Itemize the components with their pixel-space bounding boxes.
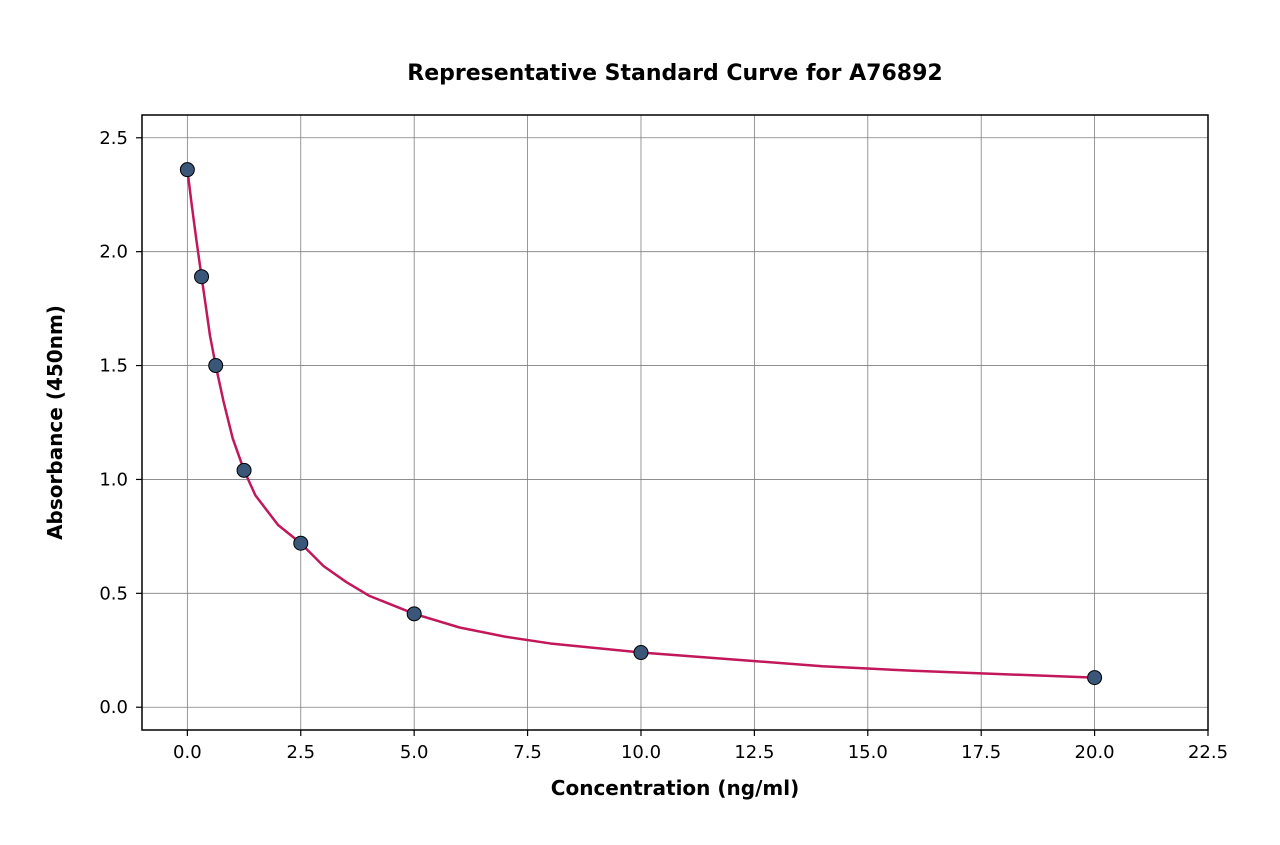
xtick-label: 2.5 [286,742,315,763]
xtick-label: 12.5 [734,742,774,763]
xtick-label: 20.0 [1075,742,1115,763]
xtick-label: 15.0 [848,742,888,763]
ytick-label: 1.0 [99,469,128,490]
ytick-label: 0.0 [99,697,128,718]
chart-container: 0.0 2.5 5.0 7.5 10.0 12.5 15.0 17.5 20.0 22.5 0.0 0… [0,0,1280,845]
xtick-label: 0.0 [173,742,202,763]
xtick-label: 10.0 [621,742,661,763]
xtick-label: 5.0 [400,742,429,763]
xtick-label: 17.5 [961,742,1001,763]
ytick-label: 1.5 [99,356,128,377]
xtick-label: 7.5 [513,742,542,763]
standard-curve-chart: 0.0 2.5 5.0 7.5 10.0 12.5 15.0 17.5 20.0 22.5 0.0 0… [0,0,1280,845]
chart-title: Representative Standard Curve for A76892 [407,61,942,86]
y-axis-label: Absorbance (450nm) [43,305,67,540]
xtick-label: 22.5 [1188,742,1228,763]
x-axis-label: Concentration (ng/ml) [551,776,799,800]
ytick-label: 2.5 [99,128,128,149]
ytick-label: 2.0 [99,242,128,263]
ytick-label: 0.5 [99,583,128,604]
